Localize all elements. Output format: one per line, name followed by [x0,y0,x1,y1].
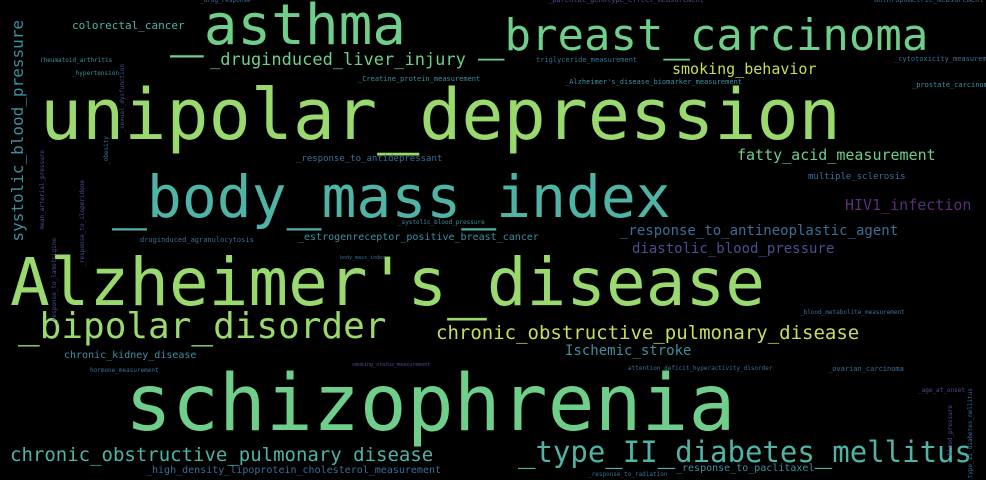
word-response-to-antidepressant: _response_to_antidepressant [296,155,442,164]
word-copd-top: chronic_obstructive_pulmonary_disease [436,324,859,343]
word-rheumatoid-arthritis: rheumatoid_arthritis [40,58,112,64]
word-druginduced-liver-injury: _druginduced_liver_injury [210,52,466,69]
word-colorectal-cancer: colorectal_cancer [72,20,185,31]
word-obesity-vertical: _obesity [104,136,110,165]
word-bipolar-disorder: _bipolar_disorder [18,309,386,345]
word-ovarian-carcinoma: _ovarian_carcinoma [828,366,904,373]
word-cytotoxicity: _cytotoxicity_measurement [894,56,986,63]
word-druginduced-agranulocytosis: druginduced_agranulocytosis [140,237,254,244]
word-blood-metabolite: _blood_metabolite_measurement [800,310,905,316]
word-diastolic-blood-pressure: diastolic_blood_pressure [632,242,834,256]
word-response-to-lamotrigine-vertical: _response_to_lamotrigine [52,238,58,325]
word-smoking-status: smoking_status_measurement [352,363,430,368]
word-estrogenreceptor: _estrogenreceptor_positive_breast_cancer [298,233,539,243]
word-small-top: _drug_response [200,0,251,4]
word-hdl-measurement: _high_density_lipoprotein_cholesterol_me… [146,466,441,476]
word-prostate-carcinoma: _prostate_carcinoma [912,82,986,89]
word-hypertension: _hypertension [72,71,119,77]
word-hormone-measurement: hormone_measurement [90,368,159,374]
word-systolic-blood-pressure-small: _systolic_blood_pressure [398,220,485,226]
word-fatty-acid-measurement: fatty_acid_measurement [737,148,936,163]
word-sexual-dysfunction-vertical: _sexual_dysfunction [120,64,126,133]
word-age-at-onset: _age_at_onset [918,388,965,394]
word-mean-arterial-pressure-vertical: mean_arterial_pressure [40,150,46,229]
word-alzheimers-biomarker: _Alzheimer's_disease_biomarker_measureme… [565,79,742,86]
word-type-ii-diabetes-vertical: type_II_diabetes_mellitus [968,388,974,478]
word-unipolar-depression: unipolar_depression [40,80,841,150]
word-chronic-kidney-disease: chronic_kidney_disease [64,351,196,361]
word-response-to-radiation: _response_to_radiation [588,472,667,478]
word-breast-carcinoma: _breast_carcinoma [478,14,928,58]
word-anthropometric: anthropometric_measurement [874,0,984,4]
word-parental-genotype: _parental_genotype_effect_measurement [548,0,704,4]
word-schizophrenia: schizophrenia [125,365,735,443]
word-response-to-antineoplastic: _response_to_antineoplastic_agent [620,224,898,238]
word-creatine-protein: _Creatine_protein_measurement [358,76,480,83]
word-multiple-sclerosis: multiple_sclerosis [808,173,906,182]
word-systolic-blood-pressure-vertical: systolic_blood_pressure [10,20,26,242]
word-hiv1-infection: HIV1_infection [845,198,971,213]
word-response-to-paclitaxel: _response_to_paclitaxel [676,464,814,474]
word-ischemic-stroke: Ischemic_stroke [565,344,691,358]
word-body-mass-index-small: body_mass_index [340,256,385,261]
word-asthma: _asthma [170,0,406,54]
word-triglyceride: triglyceride_measurement [536,57,637,64]
word-response-to-iloperidone-vertical: _response_to_iloperidone [80,180,86,267]
word-copd-bottom: chronic_obstructive_pulmonary disease [10,446,433,465]
word-body-mass-index: _body_mass_index [112,168,671,226]
word-smoking-behavior: smoking_behavior [672,62,817,77]
word-adhd: attention_deficit_hyperactivity_disorder [628,366,773,372]
word-blood-pressure-vertical: _blood_pressure [948,405,954,459]
